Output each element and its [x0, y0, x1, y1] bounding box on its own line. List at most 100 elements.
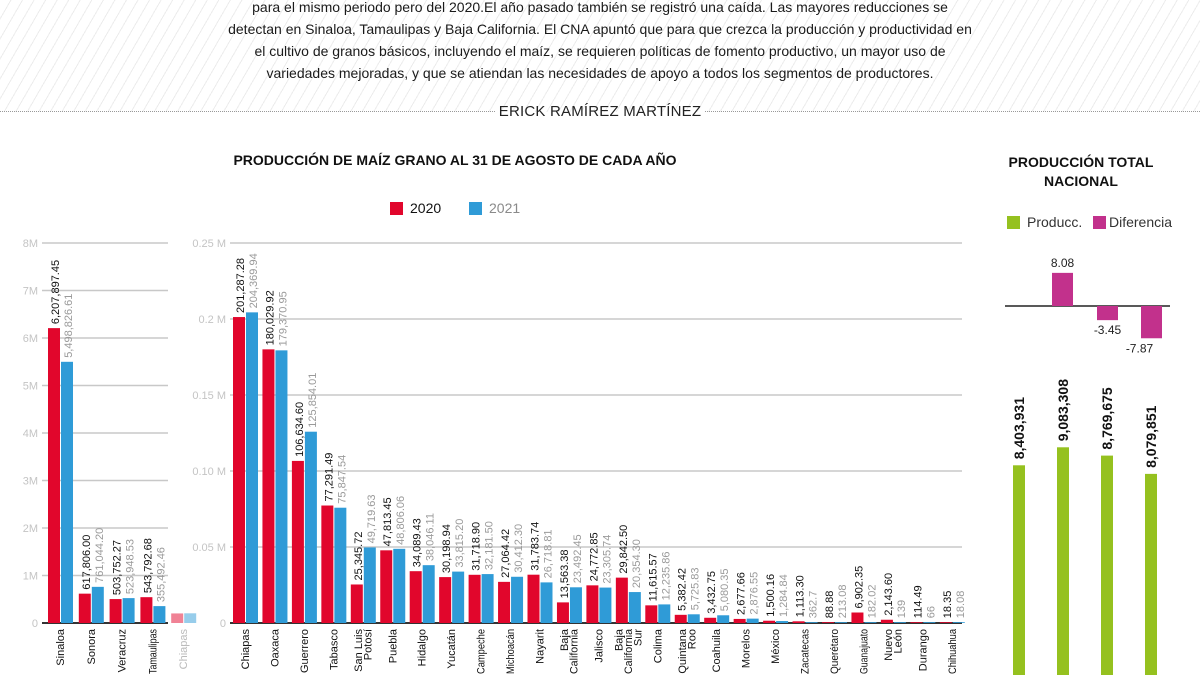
value-label-2020: 11,615.57 — [647, 553, 659, 601]
category-label: Sonora — [86, 628, 98, 664]
category-label: Nuevo — [883, 629, 895, 661]
y-tick-label: 7M — [23, 286, 38, 298]
bar-2020 — [527, 574, 540, 623]
value-label-2021: 1,284.84 — [778, 574, 790, 617]
author-byline: ERICK RAMÍREZ MARTÍNEZ — [498, 103, 702, 120]
value-label-produccion: 9,083,308 — [1055, 379, 1071, 441]
bar-2020 — [48, 328, 60, 623]
chart-title: PRODUCCIÓN DE MAÍZ GRANO AL 31 DE AGOSTO… — [233, 152, 677, 168]
y-tick-label: 3M — [23, 476, 38, 488]
value-label-2020: 3,432.75 — [706, 571, 718, 614]
value-label-2021: 32,181.50 — [484, 521, 496, 570]
value-label-2021: 75,847.54 — [336, 455, 348, 504]
value-label-2020: 6,207,897.45 — [50, 260, 62, 324]
bar-2021 — [363, 547, 376, 623]
bar-2021 — [334, 507, 347, 623]
value-label-2021: 48,806.06 — [395, 496, 407, 545]
bar-2020 — [645, 605, 658, 623]
bar-2020 — [468, 574, 481, 623]
bar-2021 — [304, 431, 317, 623]
bar-2020 — [733, 618, 746, 623]
bar-diferencia — [1141, 306, 1162, 339]
category-label: Durango — [917, 629, 929, 671]
bar-2020 — [291, 460, 304, 623]
category-label: Zacatecas — [800, 629, 812, 674]
value-label-2021: 33,815.20 — [454, 519, 466, 568]
bar-produccion — [1101, 455, 1113, 675]
bar-2020 — [140, 597, 153, 623]
category-label: Chiapas — [178, 629, 190, 670]
legend-label: Producc. — [1027, 214, 1083, 230]
value-label-2020: 18.35 — [942, 591, 954, 619]
bar-diferencia — [1097, 306, 1118, 321]
category-label: Querétaro — [829, 629, 841, 674]
value-label-2021: 26,718.81 — [543, 529, 555, 578]
value-label-2021: 5,080.35 — [719, 568, 731, 611]
author-row: ERICK RAMÍREZ MARTÍNEZ — [0, 100, 1200, 124]
bar-2020 — [109, 599, 122, 623]
bar-2020 — [880, 619, 893, 623]
bar-2021 — [776, 621, 789, 623]
y-tick-label: 2M — [23, 523, 38, 535]
bar-2021 — [687, 614, 700, 623]
value-label-produccion: 8,079,851 — [1143, 405, 1159, 467]
value-label-2021: 5,498,826.61 — [63, 294, 75, 358]
category-label: Roo — [687, 629, 699, 649]
category-label: California — [623, 628, 635, 674]
bar-2021 — [61, 361, 73, 623]
bar-2020 — [321, 505, 334, 623]
y-tick-label: 0 — [32, 618, 38, 630]
value-label-2020: 2,143.60 — [883, 573, 895, 616]
bar-2021 — [746, 618, 759, 623]
value-label-2020: 114.49 — [912, 585, 924, 618]
intro-text: para el mismo periodo pero del 2020.El a… — [200, 0, 1000, 84]
intro-line: para el mismo periodo pero del 2020.El a… — [252, 0, 948, 15]
bar-2021 — [893, 622, 906, 623]
value-label-2021: 49,719.63 — [366, 494, 378, 543]
bar-produccion — [1057, 447, 1069, 675]
category-label: Quintana — [677, 628, 689, 674]
bar-2021 — [717, 615, 730, 623]
bar-2021 — [805, 622, 818, 623]
value-label-2021: 20,354.30 — [631, 539, 643, 588]
category-label: Michoacán — [505, 629, 517, 674]
value-label-2020: 543,792.68 — [142, 538, 154, 593]
bar-2021 — [184, 613, 197, 623]
value-label-diferencia: -7.87 — [1126, 341, 1154, 355]
bar-produccion — [1013, 465, 1025, 675]
category-label: Oaxaca — [269, 628, 281, 667]
value-label-2020: 47,813.45 — [382, 497, 394, 546]
legend-2021: 2021 — [469, 200, 520, 216]
bar-2020 — [939, 622, 952, 623]
y-tick-label: 5M — [23, 381, 38, 393]
value-label-2020: 31,783.74 — [530, 522, 542, 571]
bar-2020 — [380, 550, 393, 623]
bar-2021 — [952, 622, 965, 623]
bar-2020 — [350, 584, 363, 623]
value-label-produccion: 8,769,675 — [1099, 387, 1115, 449]
value-label-2020: 201,287.28 — [235, 258, 247, 313]
category-label: Veracruz — [117, 629, 129, 672]
category-label: Chihuahua — [947, 628, 959, 674]
value-label-2020: 88.88 — [824, 591, 836, 619]
bar-2021 — [122, 598, 135, 623]
value-label-diferencia: -3.45 — [1094, 323, 1122, 337]
divider — [705, 111, 1200, 112]
value-label-2020: 29,842.50 — [618, 525, 630, 574]
bar-2020 — [704, 617, 717, 623]
y-tick-label: 4M — [23, 428, 38, 440]
bar-2020 — [792, 621, 805, 623]
bar-2021 — [393, 548, 406, 623]
value-label-2021: 23,492.45 — [572, 534, 584, 583]
value-label-produccion: 8,403,931 — [1011, 397, 1027, 459]
bar-2021 — [511, 576, 524, 623]
legend-label: 2020 — [410, 200, 442, 216]
value-label-2020: 25,345.72 — [353, 532, 365, 581]
value-label-2020: 34,089.43 — [412, 518, 424, 567]
category-label: Coahuila — [711, 628, 723, 672]
bar-2021 — [599, 587, 612, 623]
bar-2020 — [763, 620, 776, 623]
bar-2020 — [851, 612, 864, 623]
bar-2020 — [822, 622, 834, 623]
